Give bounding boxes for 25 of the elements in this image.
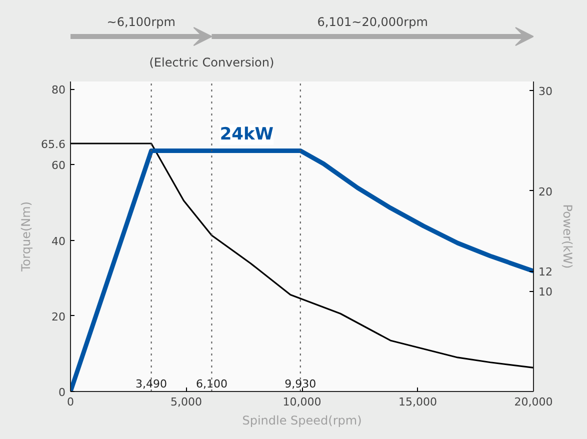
x-tick-label: 5,000: [170, 396, 202, 408]
y2-axis-title: Power(kW): [560, 204, 574, 269]
y2-tick-label: 20: [538, 185, 552, 198]
y-tick-label: 0: [58, 386, 66, 399]
y2-tick-label: 30: [538, 85, 552, 98]
y2-tick-label: 10: [538, 286, 552, 299]
y-axis-title: Torque(Nm): [19, 201, 34, 272]
x-tick-label: 0: [67, 396, 74, 408]
text: 6,101~20,000rpm: [317, 15, 428, 29]
annotation: 24kW: [220, 124, 274, 145]
ref-line-label: 9,930: [284, 378, 316, 390]
text: ~6,100rpm: [106, 15, 176, 29]
y-tick-label: 60: [52, 159, 66, 172]
x-tick-label: 20,000: [514, 396, 553, 408]
y-tick-label: 40: [52, 234, 66, 248]
ref-line-label: 6,100: [196, 378, 228, 390]
x-tick-label: 15,000: [398, 396, 438, 408]
y-tick-label: 20: [52, 310, 66, 324]
y-tick-label: 65.6: [41, 138, 66, 151]
x-axis-title: Spindle Speed(rpm): [242, 414, 362, 428]
text: (Electric Conversion): [149, 56, 274, 70]
ref-line-label: 3,490: [136, 378, 168, 390]
y-tick-label: 80: [52, 84, 66, 97]
y2-tick-label: 12: [538, 266, 552, 279]
x-tick-label: 10,000: [282, 396, 322, 408]
